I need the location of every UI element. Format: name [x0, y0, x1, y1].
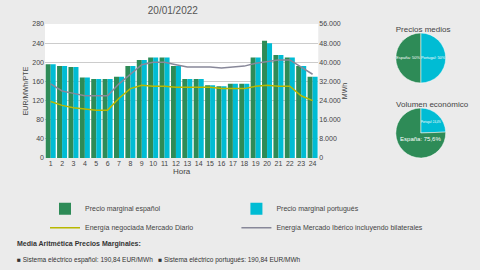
svg-text:200: 200: [32, 59, 44, 66]
svg-text:16: 16: [218, 160, 226, 167]
svg-text:40.000: 40.000: [319, 59, 341, 66]
svg-text:23: 23: [297, 160, 305, 167]
svg-text:11: 11: [161, 160, 168, 167]
svg-text:Precio marginal portugués: Precio marginal portugués: [276, 205, 358, 213]
svg-text:Volumen económico: Volumen económico: [396, 100, 469, 109]
svg-text:3: 3: [72, 160, 76, 167]
svg-text:56.000: 56.000: [319, 20, 341, 27]
svg-text:16.000: 16.000: [319, 116, 341, 123]
svg-text:8.000: 8.000: [319, 135, 337, 142]
svg-text:22: 22: [286, 160, 294, 167]
svg-text:Portugal: 24,4%: Portugal: 24,4%: [421, 120, 441, 124]
svg-text:160: 160: [32, 78, 44, 85]
svg-text:18: 18: [240, 160, 248, 167]
svg-text:240: 240: [32, 40, 44, 47]
svg-text:24.000: 24.000: [319, 97, 341, 104]
svg-text:5: 5: [94, 160, 98, 167]
svg-text:19: 19: [252, 160, 260, 167]
svg-text:13: 13: [183, 160, 191, 167]
svg-text:España: 50%: España: 50%: [396, 55, 420, 60]
svg-text:Media Aritmética Precios Margi: Media Aritmética Precios Marginales:: [17, 240, 141, 248]
svg-text:14: 14: [195, 160, 203, 167]
svg-text:280: 280: [32, 20, 44, 27]
svg-text:2: 2: [60, 160, 64, 167]
svg-text:80: 80: [36, 116, 44, 123]
svg-text:10: 10: [149, 160, 157, 167]
svg-text:4: 4: [83, 160, 87, 167]
svg-text:15: 15: [206, 160, 214, 167]
svg-text:Energía negociada Mercado Diar: Energía negociada Mercado Diario: [85, 224, 193, 232]
svg-text:9: 9: [140, 160, 144, 167]
svg-text:120: 120: [32, 97, 44, 104]
svg-text:12: 12: [172, 160, 180, 167]
svg-text:Energía Mercado Ibérico incluy: Energía Mercado Ibérico incluyendo bilat…: [276, 224, 422, 232]
svg-text:Precio marginal español: Precio marginal español: [85, 205, 161, 213]
svg-text:20: 20: [263, 160, 271, 167]
svg-text:Portugal: 50%: Portugal: 50%: [421, 56, 446, 60]
svg-text:32.000: 32.000: [319, 78, 341, 85]
svg-text:0: 0: [40, 154, 44, 161]
svg-text:20/01/2022: 20/01/2022: [148, 5, 198, 16]
svg-text:8: 8: [128, 160, 132, 167]
svg-text:17: 17: [229, 160, 237, 167]
svg-text:EUR/MWh/PTE: EUR/MWh/PTE: [22, 66, 29, 115]
svg-text:Precios medios: Precios medios: [396, 25, 451, 34]
svg-text:1: 1: [49, 160, 53, 167]
svg-text:24: 24: [309, 160, 317, 167]
svg-text:48.000: 48.000: [319, 40, 341, 47]
svg-text:7: 7: [117, 160, 121, 167]
svg-text:21: 21: [275, 160, 283, 167]
svg-text:■ Sistema eléctrico español: 1: ■ Sistema eléctrico español: 190,84 EUR/…: [17, 256, 301, 264]
svg-text:0: 0: [319, 154, 323, 161]
svg-text:MWh: MWh: [341, 83, 348, 99]
svg-text:40: 40: [36, 135, 44, 142]
svg-text:Hora: Hora: [173, 167, 191, 176]
svg-text:España: 75,6%: España: 75,6%: [400, 136, 441, 142]
svg-text:6: 6: [106, 160, 110, 167]
